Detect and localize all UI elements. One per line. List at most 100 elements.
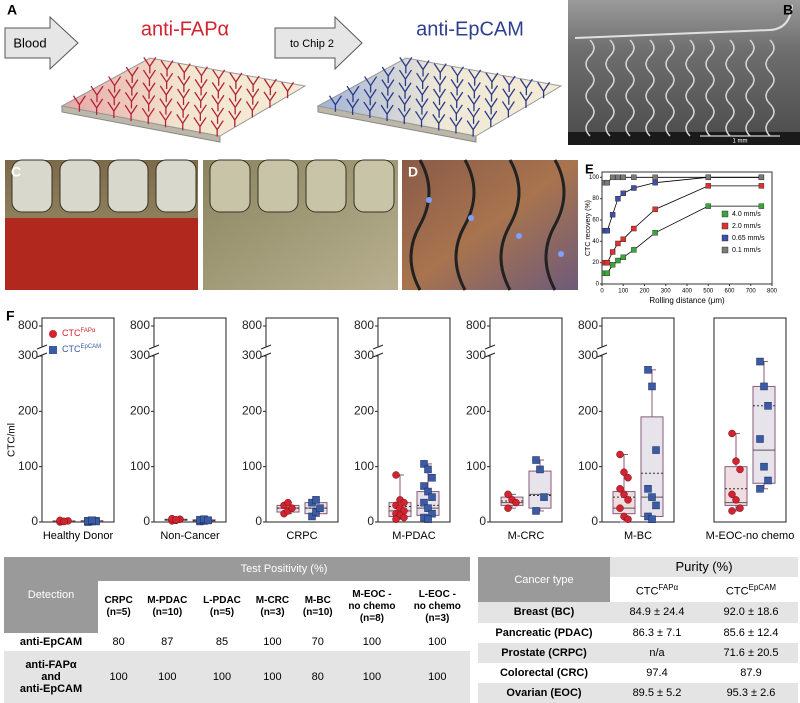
point (624, 473, 632, 482)
y-tick-label: 60 (592, 218, 599, 224)
column-header: L-EOC - no chemo (n=3) (404, 581, 470, 633)
antibody (380, 104, 394, 122)
x-tick-label: M-BC (624, 530, 652, 542)
header-cell: Cancer type (478, 557, 610, 603)
antibody (228, 110, 242, 128)
legend-name-sup: EpCAM (81, 344, 102, 350)
antibody (433, 75, 447, 93)
cell-text: (n=10) (302, 606, 333, 618)
point (615, 174, 621, 181)
point (400, 513, 408, 522)
point (428, 473, 436, 482)
antibody (212, 69, 226, 86)
antibody (143, 56, 157, 74)
antibody (108, 76, 122, 93)
cell-text: L-PDAC (203, 594, 241, 606)
table-g: Detection Test Positivity (%) CRPC (n=5) M-P… (4, 557, 470, 703)
axis-break-mark (36, 344, 48, 350)
blood-layer (5, 218, 198, 290)
antibody (363, 101, 377, 118)
axis-break-mark (596, 352, 608, 358)
point (512, 498, 520, 507)
point (620, 174, 626, 181)
channel-wall (645, 39, 655, 137)
antibody (90, 98, 104, 115)
antibody (124, 104, 138, 122)
y-tick-label: 100 (466, 459, 486, 473)
cell: 100 (195, 651, 249, 703)
axis-break-mark (596, 344, 608, 350)
point (616, 485, 624, 493)
antibody (398, 95, 412, 112)
point (648, 515, 656, 523)
point (609, 262, 616, 268)
antibody (416, 60, 430, 77)
point (540, 493, 548, 501)
antibody (519, 91, 533, 108)
antibody (328, 95, 342, 112)
antibody (467, 107, 481, 124)
point (758, 174, 765, 181)
point (288, 504, 296, 512)
antibody (193, 117, 207, 134)
point (428, 493, 436, 501)
point (620, 254, 626, 261)
channel-wall (705, 39, 715, 137)
body-row: Prostate (CRPC) n/a 71.6 ± 20.5 (478, 642, 798, 663)
point (284, 498, 292, 507)
antibody (263, 91, 277, 108)
header-cell: Detection (4, 557, 98, 633)
point (536, 465, 544, 474)
x-tick-label: Healthy Donor (43, 530, 114, 542)
cell: 85 (195, 632, 249, 652)
post (353, 159, 395, 213)
point (756, 435, 764, 443)
panel-label: D (408, 164, 418, 180)
point (312, 496, 320, 504)
plot-frame (377, 317, 451, 523)
antibody (176, 101, 190, 118)
point (616, 450, 624, 459)
antibody (159, 85, 173, 102)
antibody (194, 79, 208, 96)
legend-swatch (721, 210, 729, 218)
point (652, 206, 658, 213)
antibody (449, 117, 463, 134)
point (644, 366, 652, 374)
row-label: Ovarian (EOC) (478, 682, 610, 703)
axis-break-mark (372, 352, 384, 358)
antibody (398, 69, 412, 87)
point (652, 230, 658, 236)
body-row: anti-EpCAM 80 87 85 100 70 100 100 (4, 632, 470, 652)
antibody (194, 66, 209, 83)
cell-text: (n=5) (209, 606, 235, 618)
point (728, 490, 736, 499)
antibody (467, 94, 481, 112)
antibody (537, 81, 551, 99)
cell-text: anti-FAPα (25, 659, 77, 672)
column-header: M-EOC - no chemo (n=8) (339, 581, 405, 633)
row-label: Colorectal (CRC) (478, 662, 610, 683)
legend-swatch (721, 222, 729, 230)
antibody (485, 85, 499, 102)
scale-bar-label: 1 mm (733, 139, 748, 145)
point (760, 462, 768, 471)
antibody (432, 101, 446, 118)
cell: 100 (339, 651, 405, 703)
antibody (414, 110, 429, 128)
cell-text: M-EOC - (352, 588, 392, 600)
legend-label: 4.0 mm/s (732, 211, 761, 218)
column-header: M-CRC (n=3) (248, 581, 297, 633)
antibody (160, 72, 174, 90)
legend-swatch (721, 246, 729, 254)
axis-break-mark (36, 352, 48, 358)
x-tick-label: M-CRC (508, 530, 545, 542)
point (652, 501, 660, 510)
channel-wall (625, 39, 635, 137)
axis-break-gap (600, 347, 604, 355)
row-label: Pancreatic (PDAC) (478, 622, 610, 643)
channel-wall (765, 39, 775, 137)
x-tick-label: 400 (682, 289, 693, 295)
channel-wall (605, 39, 615, 137)
body-row: Pancreatic (PDAC) 86.3 ± 7.1 85.6 ± 12.4 (478, 622, 798, 643)
